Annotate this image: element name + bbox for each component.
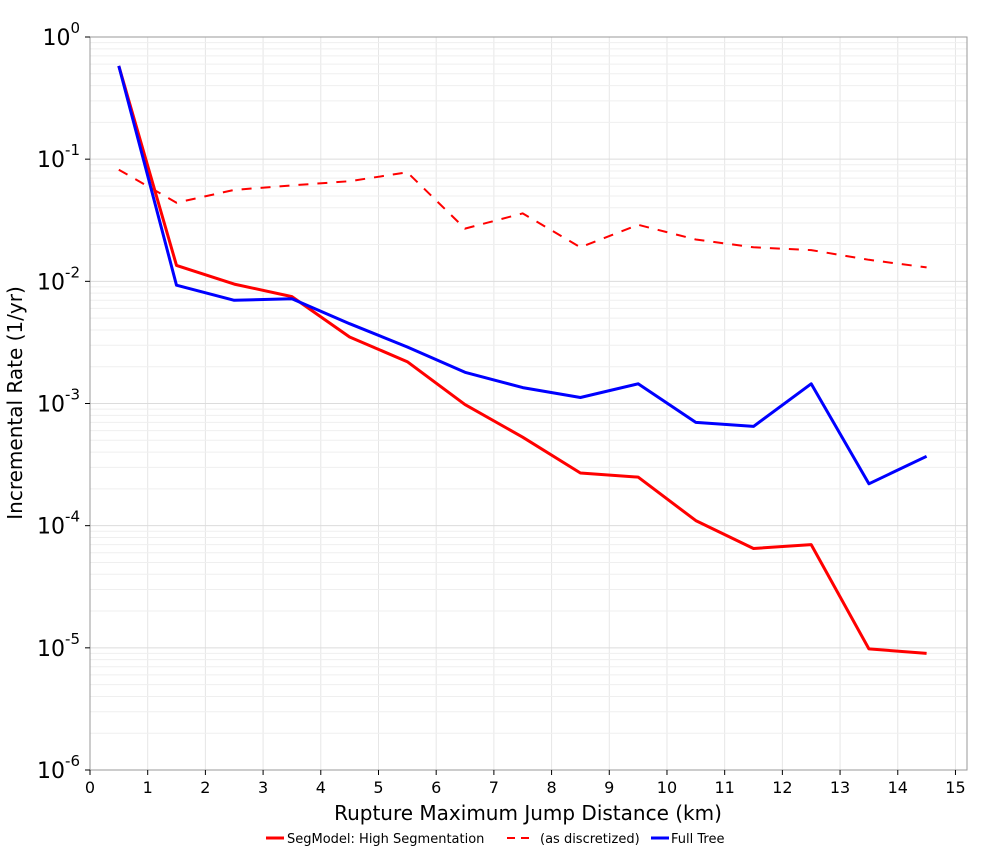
y-axis-title: Incremental Rate (1/yr) [3, 286, 27, 519]
x-tick-label: 14 [888, 778, 908, 797]
series-layer [117, 65, 928, 655]
x-tick-label: 9 [604, 778, 614, 797]
x-tick-label: 8 [546, 778, 556, 797]
y-tick-label: 10-6 [37, 752, 80, 784]
x-tick-label: 11 [714, 778, 734, 797]
x-axis: 0 1 2 3 4 5 6 7 8 9 10 11 12 13 14 15 [85, 770, 966, 797]
y-tick-label: 100 [42, 19, 80, 51]
x-tick-label: 4 [316, 778, 326, 797]
legend-label-1: SegModel: High Segmentation [287, 832, 484, 847]
y-tick-label: 10-5 [37, 630, 80, 662]
x-tick-label: 6 [431, 778, 441, 797]
legend-label-2: (as discretized) [540, 832, 640, 847]
x-axis-title: Rupture Maximum Jump Distance (km) [334, 801, 722, 825]
x-tick-label: 12 [772, 778, 792, 797]
x-tick-label: 3 [258, 778, 268, 797]
x-tick-label: 10 [657, 778, 677, 797]
y-tick-label: 10-4 [37, 508, 80, 540]
x-tick-label: 1 [143, 778, 153, 797]
series-line-1 [117, 65, 927, 655]
x-tick-label: 13 [830, 778, 850, 797]
legend-label-3: Full Tree [671, 832, 724, 847]
x-tick-label: 5 [373, 778, 383, 797]
legend: SegModel: High Segmentation (as discretiz… [266, 832, 724, 847]
x-tick-label: 2 [200, 778, 210, 797]
x-tick-label: 15 [945, 778, 965, 797]
y-axis: 100 10-1 10-2 10-3 10-4 10-5 10-6 [37, 19, 90, 784]
series-line-3 [117, 65, 928, 486]
x-tick-label: 0 [85, 778, 95, 797]
series-line-2 [118, 168, 927, 269]
y-tick-label: 10-2 [37, 263, 80, 295]
y-tick-label: 10-1 [37, 141, 80, 173]
y-tick-label: 10-3 [37, 386, 80, 418]
x-tick-label: 7 [489, 778, 499, 797]
